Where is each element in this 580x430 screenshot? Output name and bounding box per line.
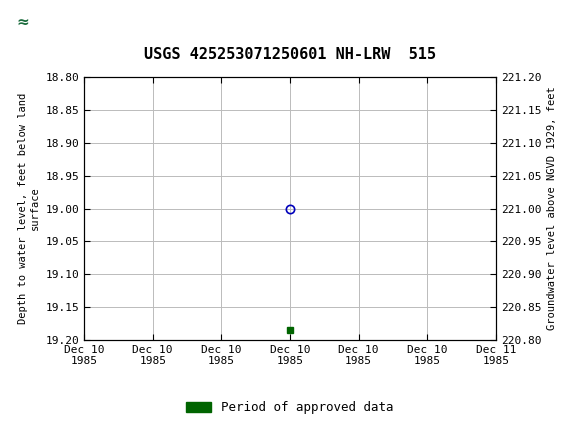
Y-axis label: Depth to water level, feet below land
surface: Depth to water level, feet below land su… — [19, 93, 40, 324]
Text: USGS 425253071250601 NH-LRW  515: USGS 425253071250601 NH-LRW 515 — [144, 47, 436, 62]
Legend: Period of approved data: Period of approved data — [181, 396, 399, 419]
FancyBboxPatch shape — [7, 7, 39, 38]
Y-axis label: Groundwater level above NGVD 1929, feet: Groundwater level above NGVD 1929, feet — [547, 87, 557, 330]
Text: ≈: ≈ — [17, 15, 29, 30]
Text: USGS: USGS — [44, 14, 99, 31]
